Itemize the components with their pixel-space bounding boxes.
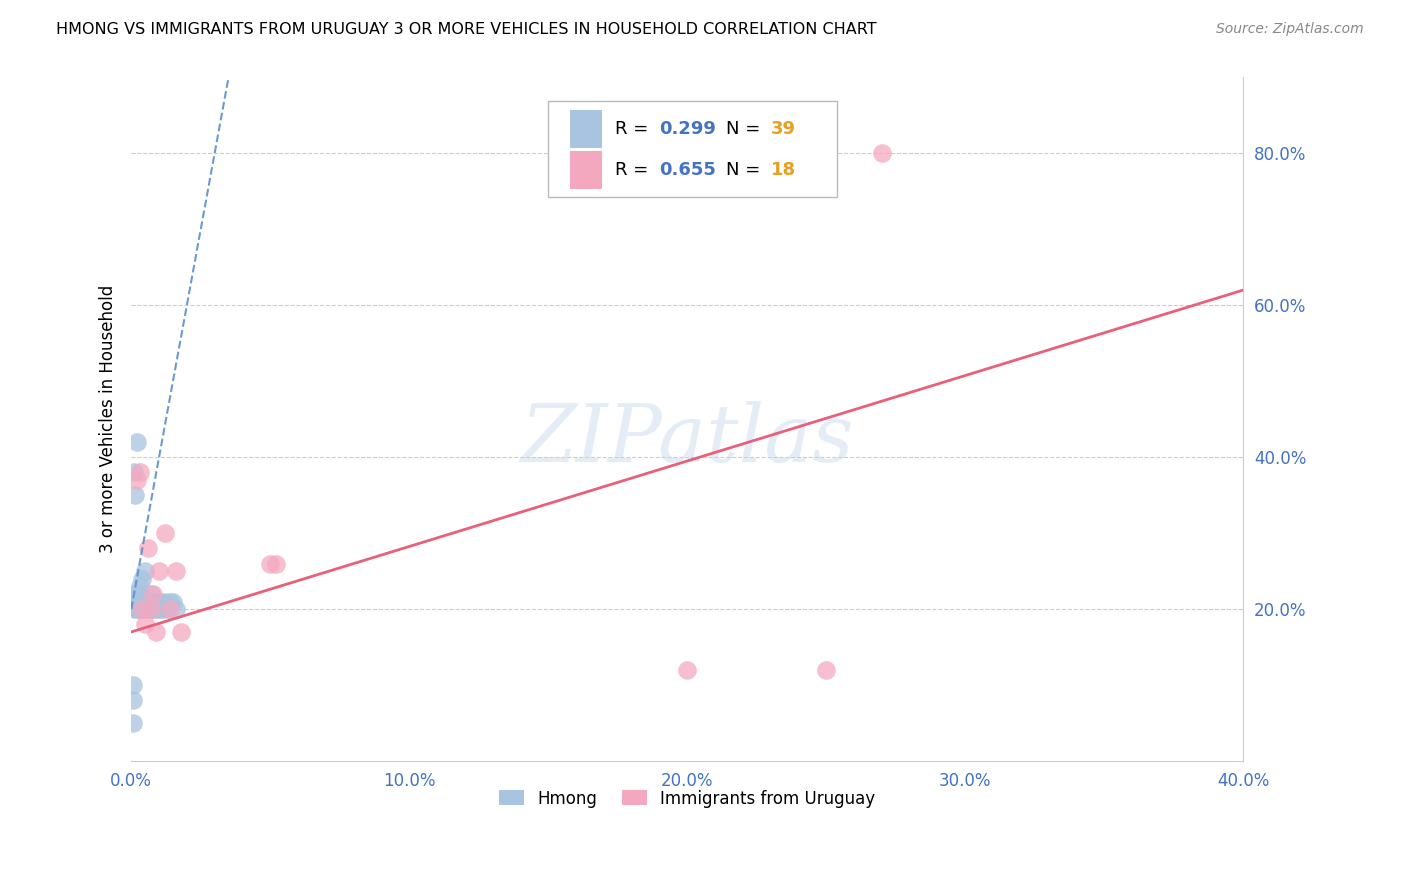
Text: 0.299: 0.299 [659, 120, 716, 137]
Point [870, 146, 893, 161]
Point [128, 587, 150, 601]
Point [139, 602, 162, 616]
Point [121, 693, 143, 707]
Point [122, 716, 145, 731]
Point [139, 602, 162, 616]
Point [124, 587, 146, 601]
Point [145, 594, 167, 608]
Point [125, 602, 148, 616]
Text: N =: N = [725, 161, 766, 178]
Point [136, 541, 159, 556]
Text: N =: N = [725, 120, 766, 137]
Point [131, 572, 153, 586]
Point [145, 602, 167, 616]
Point [131, 602, 153, 616]
Point [134, 602, 156, 616]
Point [165, 602, 187, 616]
Point [136, 602, 159, 616]
Point [170, 624, 193, 639]
Point [139, 594, 162, 608]
Bar [571, 110, 602, 147]
Text: ZIPatlas: ZIPatlas [520, 401, 853, 478]
Point [148, 564, 170, 578]
Point [148, 602, 170, 616]
Point [128, 466, 150, 480]
Point [128, 594, 150, 608]
Point [150, 602, 173, 616]
Point [159, 602, 181, 616]
Text: R =: R = [614, 120, 654, 137]
Point [815, 663, 838, 677]
Point [145, 624, 167, 639]
Point [136, 594, 159, 608]
Text: 18: 18 [770, 161, 796, 178]
Point [165, 564, 187, 578]
Point [134, 617, 156, 632]
Point [153, 594, 176, 608]
Text: 39: 39 [770, 120, 796, 137]
Point [142, 594, 165, 608]
Point [121, 678, 143, 692]
Point [125, 473, 148, 487]
Point [156, 602, 179, 616]
Point [125, 435, 148, 450]
Point [162, 594, 184, 608]
FancyBboxPatch shape [548, 102, 837, 197]
Point [159, 594, 181, 608]
Bar [571, 151, 602, 188]
Text: 0.655: 0.655 [659, 161, 716, 178]
Point [134, 594, 156, 608]
Point [122, 466, 145, 480]
Text: Source: ZipAtlas.com: Source: ZipAtlas.com [1216, 22, 1364, 37]
Point [264, 557, 287, 571]
Point [259, 557, 281, 571]
Point [676, 663, 699, 677]
Text: HMONG VS IMMIGRANTS FROM URUGUAY 3 OR MORE VEHICLES IN HOUSEHOLD CORRELATION CHA: HMONG VS IMMIGRANTS FROM URUGUAY 3 OR MO… [56, 22, 877, 37]
Point [131, 594, 153, 608]
Point [128, 579, 150, 593]
Legend: Hmong, Immigrants from Uruguay: Hmong, Immigrants from Uruguay [492, 783, 882, 814]
Point [127, 602, 149, 616]
Point [127, 587, 149, 601]
Point [148, 594, 170, 608]
Text: R =: R = [614, 161, 654, 178]
Point [131, 602, 153, 616]
Point [142, 587, 165, 601]
Point [124, 488, 146, 502]
Point [134, 564, 156, 578]
Point [128, 602, 150, 616]
Y-axis label: 3 or more Vehicles in Household: 3 or more Vehicles in Household [100, 285, 117, 553]
Point [122, 602, 145, 616]
Point [142, 602, 165, 616]
Point [139, 587, 162, 601]
Point [153, 526, 176, 541]
Point [125, 594, 148, 608]
